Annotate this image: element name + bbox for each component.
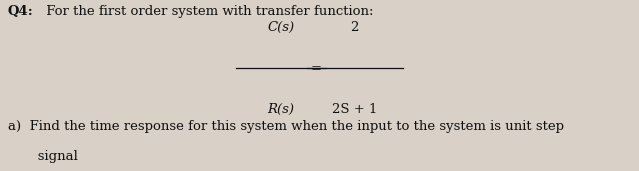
Text: Q4:: Q4: — [8, 5, 33, 18]
Text: For the first order system with transfer function:: For the first order system with transfer… — [42, 5, 373, 18]
Text: 2S + 1: 2S + 1 — [332, 103, 378, 116]
Text: C(s): C(s) — [268, 21, 295, 34]
Text: =: = — [311, 62, 322, 75]
Text: 2: 2 — [350, 21, 359, 34]
Text: a)  Find the time response for this system when the input to the system is unit : a) Find the time response for this syste… — [8, 120, 564, 133]
Text: signal: signal — [8, 150, 77, 163]
Text: R(s): R(s) — [268, 103, 295, 116]
